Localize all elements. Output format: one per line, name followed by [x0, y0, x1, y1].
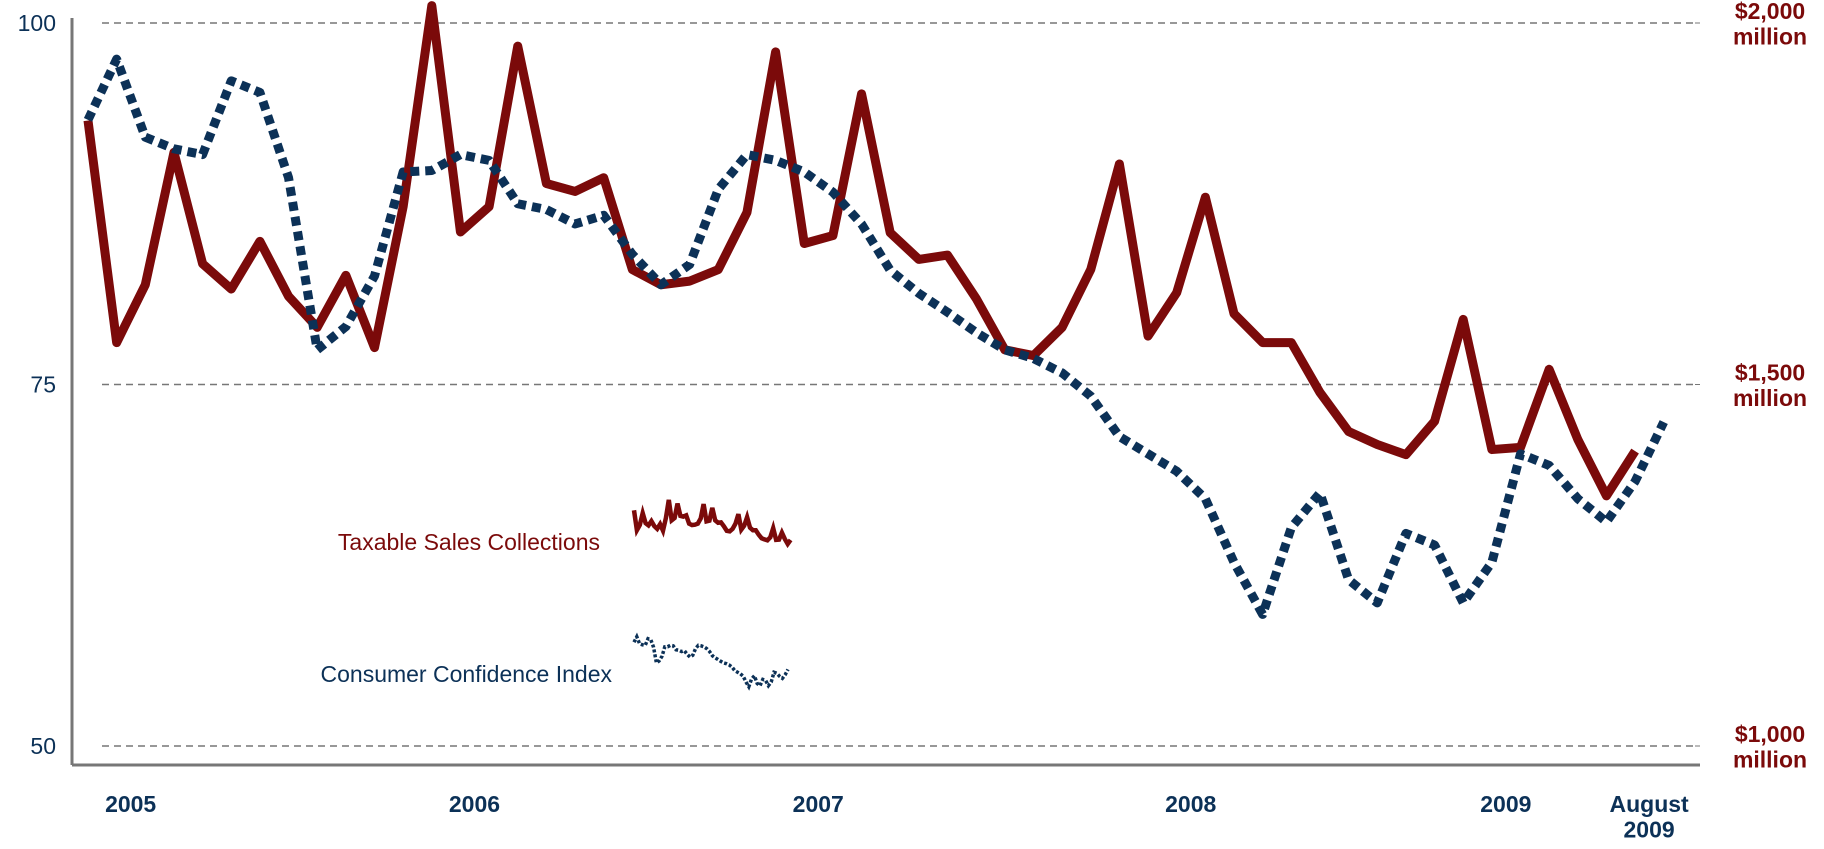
y2-tick-label: $1,000 million: [1733, 721, 1807, 772]
legend-swatch: [631, 499, 793, 549]
legend-swatch: [632, 632, 790, 691]
y-tick-label: 50: [30, 733, 56, 759]
y-tick-label: 100: [18, 10, 56, 36]
y-tick-label: 75: [30, 372, 56, 398]
x-tick-label: August 2009: [1609, 791, 1689, 842]
legend-label: Consumer Confidence Index: [321, 661, 613, 687]
x-tick-label: 2005: [105, 791, 156, 817]
x-tick-label: 2008: [1165, 791, 1216, 817]
legend-label: Taxable Sales Collections: [338, 529, 600, 555]
series-line: [83, 54, 1668, 619]
y2-tick-label: $1,500 million: [1733, 360, 1807, 411]
x-tick-label: 2009: [1480, 791, 1531, 817]
series-line: [83, 1, 1639, 501]
y2-tick-label: $2,000 million: [1733, 0, 1807, 49]
x-tick-label: 2006: [449, 791, 500, 817]
x-tick-label: 2007: [793, 791, 844, 817]
